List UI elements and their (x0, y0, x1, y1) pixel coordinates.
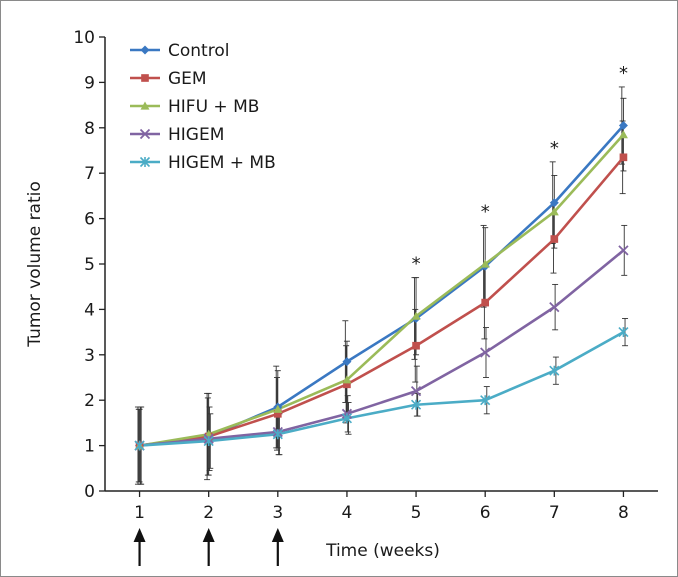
ticks: 0 1 2 3 4 5 6 7 8 9 10 1 2 3 4 5 6 7 8 (73, 28, 628, 523)
significance-marks: * * * * (412, 63, 628, 275)
series-line (139, 249, 625, 447)
legend-label: GEM (168, 69, 207, 89)
data-point-triangle (411, 311, 421, 320)
y-tick-label: 5 (84, 255, 95, 275)
data-point-square (550, 235, 559, 243)
data-point-triangle (273, 404, 283, 413)
series-line (139, 156, 625, 447)
x-tick-label: 2 (203, 503, 214, 523)
x-tick-label: 4 (342, 503, 353, 523)
data-point-square (619, 153, 628, 162)
data-point-cross (410, 385, 422, 397)
data-point-triangle (618, 130, 628, 139)
legend: Control GEM HIFU + MB HIGEM HIGEM + MB (130, 41, 276, 173)
x-tick-label: 7 (549, 503, 560, 523)
treatment-arrows (133, 528, 284, 566)
y-tick-label: 8 (84, 119, 95, 139)
x-tick-label: 1 (134, 503, 145, 523)
x-axis-title: Time (weeks) (325, 541, 440, 561)
data-point-diamond (140, 45, 150, 55)
data-point-square (412, 341, 420, 350)
data-point-triangle (549, 207, 559, 216)
significance-asterisk: * (481, 201, 490, 222)
y-tick-label: 0 (84, 482, 95, 502)
data-point-triangle (480, 259, 490, 268)
y-tick-label: 3 (84, 346, 95, 366)
data-point-star (203, 435, 214, 447)
data-point-star (410, 399, 422, 410)
y-tick-label: 7 (84, 164, 95, 184)
data-point-cross (549, 301, 560, 313)
data-point-cross (139, 128, 151, 140)
legend-label: HIGEM + MB (168, 153, 276, 173)
data-point-star (341, 413, 353, 424)
series-markers (134, 121, 629, 451)
data-point-triangle (140, 101, 150, 110)
y-tick-label: 1 (84, 437, 95, 457)
treatment-arrow-head (202, 528, 215, 542)
data-point-star (480, 395, 491, 406)
x-tick-label: 3 (272, 503, 283, 523)
y-axis-title: Tumor volume ratio (25, 181, 45, 348)
data-point-triangle (342, 375, 352, 384)
data-point-square (273, 409, 282, 418)
y-tick-label: 10 (73, 28, 95, 48)
series-line (139, 330, 625, 447)
x-tick-label: 6 (480, 503, 491, 523)
treatment-arrow-head (133, 528, 146, 542)
treatment-arrow-head (271, 528, 284, 542)
data-point-diamond (342, 357, 352, 367)
legend-label: HIGEM (168, 125, 224, 145)
data-point-diamond (618, 121, 628, 131)
y-tick-label: 9 (84, 73, 95, 93)
data-point-square (141, 74, 149, 82)
series-line (139, 133, 625, 447)
data-point-square (343, 380, 351, 389)
y-tick-label: 6 (84, 210, 95, 230)
y-tick-label: 2 (84, 391, 95, 411)
significance-asterisk: * (550, 138, 559, 159)
data-point-square (481, 298, 490, 307)
data-point-star (618, 327, 629, 338)
data-point-diamond (549, 198, 559, 208)
data-point-star (139, 156, 151, 168)
x-tick-label: 5 (411, 503, 422, 523)
data-point-cross (480, 347, 491, 358)
x-tick-label: 8 (618, 503, 629, 523)
legend-label: HIFU + MB (168, 97, 259, 117)
y-tick-label: 4 (84, 300, 95, 320)
legend-label: Control (168, 41, 229, 61)
data-point-star (134, 440, 145, 451)
significance-asterisk: * (619, 63, 628, 84)
data-point-star (272, 429, 283, 440)
data-point-star (549, 365, 560, 376)
significance-asterisk: * (412, 254, 421, 275)
series-lines (139, 124, 625, 447)
series-line (139, 124, 625, 447)
data-point-cross (618, 245, 629, 256)
